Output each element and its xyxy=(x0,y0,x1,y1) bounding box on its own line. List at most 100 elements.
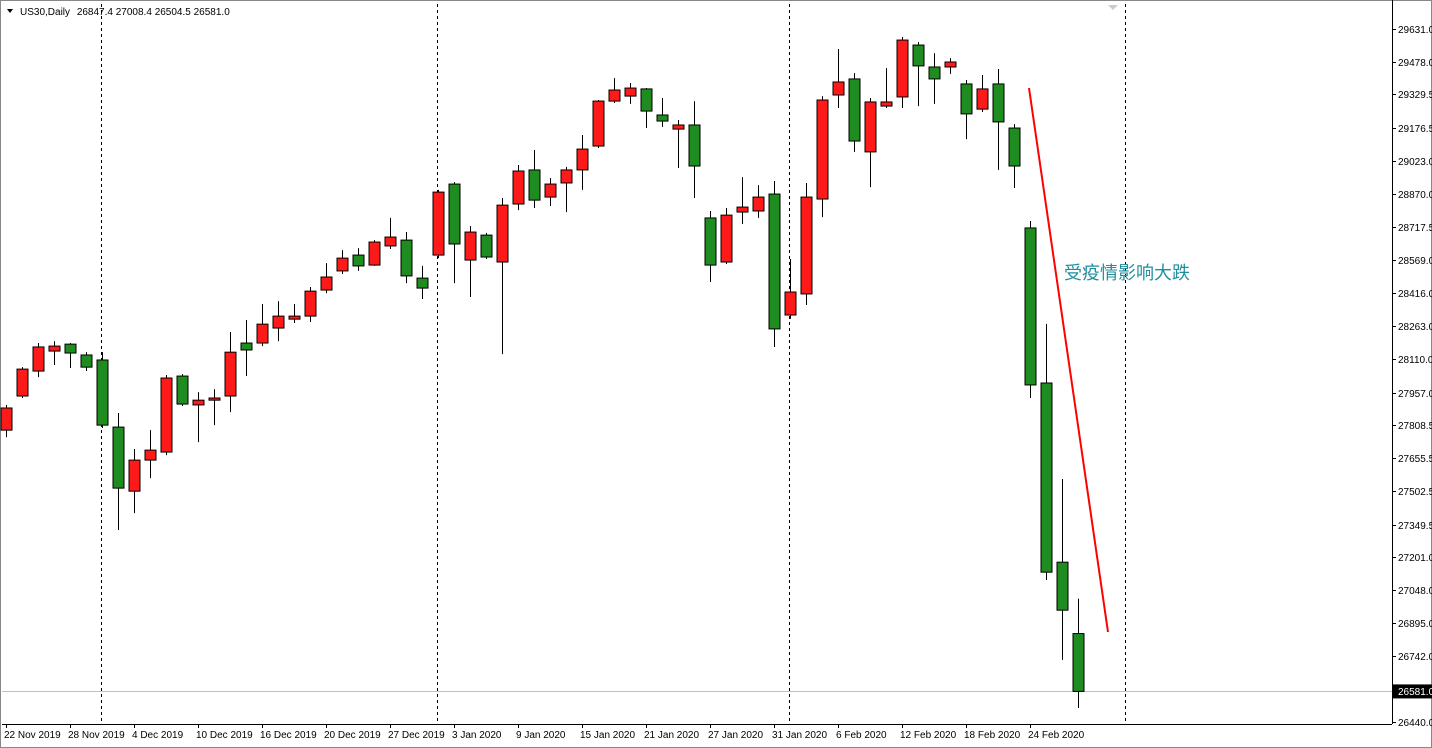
candle-body xyxy=(288,315,301,320)
y-tick-label: 28263.0 xyxy=(1398,322,1432,333)
y-tick-label: 29478.0 xyxy=(1398,58,1432,69)
candle-body xyxy=(560,169,573,184)
candle-body xyxy=(896,39,909,98)
candle-body xyxy=(1008,127,1021,167)
candle-body xyxy=(304,290,317,317)
candle-body xyxy=(320,276,333,291)
current-price-label: 26581.0 xyxy=(1398,687,1432,698)
candle-body xyxy=(272,315,285,329)
candle-body xyxy=(624,87,637,97)
candle-body xyxy=(224,351,237,397)
x-tick-label: 20 Dec 2019 xyxy=(324,730,381,741)
candle-body xyxy=(864,101,877,153)
candle-body xyxy=(976,88,989,110)
candle-body xyxy=(1056,561,1069,611)
candle-body xyxy=(736,206,749,213)
candle-body xyxy=(160,377,173,453)
candle-body xyxy=(64,343,77,354)
x-tick-label: 28 Nov 2019 xyxy=(68,730,125,741)
current-price-box xyxy=(1393,684,1432,699)
y-tick-label: 28717.5 xyxy=(1398,223,1432,234)
x-tick-label: 27 Dec 2019 xyxy=(388,730,445,741)
x-tick-label: 4 Dec 2019 xyxy=(132,730,184,741)
candle-body xyxy=(496,204,509,263)
candle-body xyxy=(1024,227,1037,386)
x-tick-label: 9 Jan 2020 xyxy=(516,730,566,741)
y-tick-label: 27201.0 xyxy=(1398,553,1432,564)
x-tick-label: 10 Dec 2019 xyxy=(196,730,253,741)
x-tick-label: 3 Jan 2020 xyxy=(452,730,502,741)
y-tick-label: 27349.5 xyxy=(1398,521,1432,532)
y-tick-label: 27957.0 xyxy=(1398,389,1432,400)
candle-body xyxy=(368,241,381,266)
candle-body xyxy=(528,169,541,201)
candle-body xyxy=(672,124,685,130)
candle-body xyxy=(880,101,893,107)
y-tick-label: 27655.5 xyxy=(1398,454,1432,465)
candle-body xyxy=(144,449,157,461)
x-tick-label: 22 Nov 2019 xyxy=(4,730,61,741)
x-tick-label: 27 Jan 2020 xyxy=(708,730,763,741)
shift-marker xyxy=(1108,5,1118,10)
y-tick-label: 27502.5 xyxy=(1398,487,1432,498)
y-tick-label: 29631.0 xyxy=(1398,25,1432,36)
trend-line xyxy=(1028,87,1109,633)
ohlc-high: 27008.4 xyxy=(116,7,153,18)
y-tick-label: 28416.0 xyxy=(1398,289,1432,300)
candle-body xyxy=(912,44,925,67)
candle-body xyxy=(768,193,781,330)
x-tick-label: 15 Jan 2020 xyxy=(580,730,635,741)
candle-body xyxy=(0,407,13,431)
candle-body xyxy=(816,99,829,200)
candle-body xyxy=(928,66,941,80)
candle-body xyxy=(480,234,493,258)
chart-header: US30,Daily 26847.4 27008.4 26504.5 26581… xyxy=(20,7,230,18)
candle-body xyxy=(256,323,269,344)
y-tick-label: 27808.5 xyxy=(1398,421,1432,432)
candle-body xyxy=(448,183,461,245)
y-tick-label: 28569.0 xyxy=(1398,256,1432,267)
candle-body xyxy=(384,236,397,247)
x-tick-label: 18 Feb 2020 xyxy=(964,730,1021,741)
y-tick-label: 29329.5 xyxy=(1398,90,1432,101)
menu-arrow xyxy=(7,9,13,13)
ohlc-low: 26504.5 xyxy=(155,7,192,18)
candle-body xyxy=(16,368,29,397)
x-tick-label: 31 Jan 2020 xyxy=(772,730,827,741)
candle-body xyxy=(128,459,141,492)
candle-body xyxy=(240,342,253,351)
candle-body xyxy=(592,100,605,147)
ohlc-close: 26581.0 xyxy=(194,7,231,18)
x-tick-label: 6 Feb 2020 xyxy=(836,730,887,741)
candle-body xyxy=(720,214,733,263)
candle-body xyxy=(640,88,653,112)
candle-body xyxy=(992,83,1005,123)
candle-body xyxy=(848,78,861,142)
candle-body xyxy=(1040,382,1053,573)
x-tick-label: 21 Jan 2020 xyxy=(644,730,699,741)
candle-body xyxy=(176,375,189,405)
candle-body xyxy=(336,257,349,272)
ohlc-open: 26847.4 xyxy=(77,7,114,18)
y-tick-label: 29176.5 xyxy=(1398,124,1432,135)
candle-body xyxy=(608,89,621,102)
candle-body xyxy=(752,196,765,212)
chart-title: US30,Daily xyxy=(20,7,70,18)
candle-body xyxy=(512,170,525,205)
candle-body xyxy=(32,346,45,372)
candle-body xyxy=(656,114,669,122)
candle-body xyxy=(80,354,93,368)
candle-body xyxy=(704,217,717,266)
y-tick-label: 27048.0 xyxy=(1398,586,1432,597)
y-tick-label: 26742.0 xyxy=(1398,652,1432,663)
candle-body xyxy=(544,183,557,198)
candle-body xyxy=(192,399,205,406)
y-tick-label: 26895.0 xyxy=(1398,619,1432,630)
candle-body xyxy=(352,254,365,267)
candle-body xyxy=(1072,633,1085,692)
candle-body xyxy=(96,359,109,426)
y-tick-label: 29023.0 xyxy=(1398,157,1432,168)
candle-body xyxy=(400,239,413,277)
